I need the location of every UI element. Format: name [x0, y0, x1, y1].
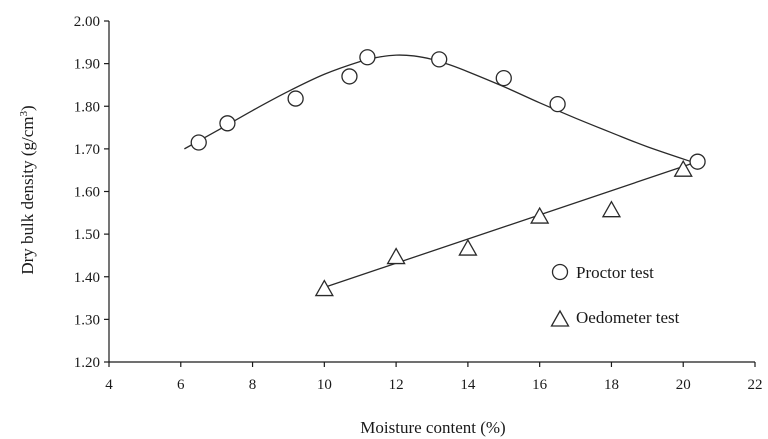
- proctor-test-point: [359, 49, 376, 66]
- y-axis-title-main: Dry bulk density (g/cm: [18, 117, 37, 275]
- proctor-test-point: [549, 95, 566, 113]
- y-axis-title-superscript: 3: [18, 111, 30, 117]
- y-tick-label: 2.00: [74, 14, 100, 30]
- proctor-test-point: [287, 90, 304, 107]
- y-tick-label: 1.80: [74, 99, 100, 115]
- y-tick-label: 1.60: [74, 185, 100, 201]
- x-tick-label: 22: [748, 377, 763, 393]
- proctor-test-point: [219, 115, 236, 132]
- x-tick-label: 6: [177, 377, 185, 393]
- oedometer-test-point: [601, 200, 622, 218]
- x-tick-label: 4: [105, 377, 113, 393]
- oedometer-test-point: [673, 159, 693, 177]
- tick-labels: 4 6 8 10 12 14 16 18 20 22 1.20 1.30 1.40 1.50 1.60 1.7…: [74, 14, 763, 393]
- proctor-test-point: [341, 68, 358, 85]
- x-tick-label: 16: [532, 377, 548, 393]
- y-tick-label: 1.20: [74, 355, 100, 371]
- x-tick-label: 18: [604, 377, 619, 393]
- x-tick-label: 14: [460, 377, 476, 393]
- legend: Proctor test Oedometer test: [550, 263, 680, 327]
- x-tick-label: 20: [676, 377, 691, 393]
- proctor-test-point: [689, 153, 706, 170]
- proctor-test-point: [431, 51, 448, 68]
- oedometer-test-point: [530, 206, 550, 224]
- x-tick-label: 10: [317, 377, 332, 393]
- y-axis-title: Dry bulk density (g/cm3): [18, 105, 37, 274]
- tick-marks: [104, 20, 756, 367]
- y-tick-label: 1.50: [74, 227, 100, 243]
- oedometer-test-point: [458, 238, 478, 256]
- proctor-test-fit-curve: [184, 54, 698, 165]
- series: [184, 49, 706, 297]
- proctor-test-point: [190, 134, 207, 151]
- x-tick-label: 8: [249, 377, 257, 393]
- legend-marker-proctor-test: [551, 263, 569, 281]
- oedometer-test-point: [314, 279, 334, 297]
- y-tick-label: 1.90: [74, 57, 100, 73]
- oedometer-test-point: [386, 247, 406, 265]
- y-tick-label: 1.40: [74, 270, 100, 286]
- proctor-test-point: [495, 69, 512, 87]
- legend-label-proctor-test: Proctor test: [576, 263, 654, 282]
- x-tick-label: 12: [389, 377, 404, 393]
- oedometer-test-fit-line: [324, 161, 698, 289]
- y-axis-title-close: ): [18, 105, 37, 111]
- legend-label-oedometer-test: Oedometer test: [576, 308, 680, 327]
- y-tick-label: 1.70: [74, 142, 100, 158]
- legend-marker-oedometer-test: [550, 309, 570, 327]
- x-axis-title: Moisture content (%): [360, 418, 505, 437]
- y-tick-label: 1.30: [74, 312, 100, 328]
